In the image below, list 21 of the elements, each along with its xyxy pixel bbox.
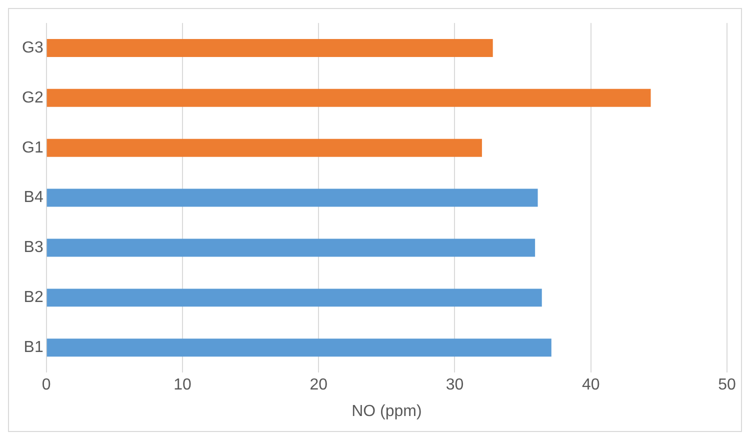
x-axis-title: NO (ppm)	[352, 402, 422, 420]
y-tick-label: B1	[24, 339, 44, 356]
bar	[46, 38, 493, 57]
y-tick-label: G2	[22, 89, 44, 106]
x-tick-label: 10	[174, 376, 192, 394]
bar	[46, 138, 482, 157]
x-tick-label: 30	[446, 376, 464, 394]
bar	[46, 288, 542, 307]
y-tick-label: G1	[22, 139, 44, 156]
bar	[46, 238, 536, 257]
y-tick-label: B4	[24, 189, 44, 206]
x-tick-label: 20	[310, 376, 328, 394]
bar	[46, 188, 538, 207]
bar	[46, 338, 552, 357]
y-tick-label: B2	[24, 289, 44, 306]
x-tick-label: 0	[42, 376, 51, 394]
y-tick-label: B3	[24, 239, 44, 256]
x-tick-label: 40	[582, 376, 600, 394]
x-tick-label: 50	[718, 376, 736, 394]
bar	[46, 88, 651, 107]
y-tick-label: G3	[22, 39, 44, 56]
